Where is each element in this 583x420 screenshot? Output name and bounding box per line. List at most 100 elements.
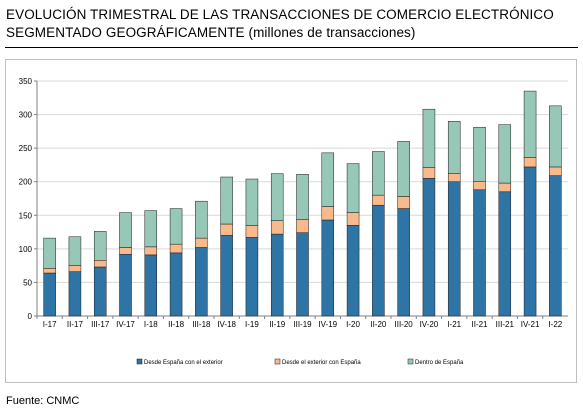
bar-segment	[68, 265, 82, 272]
bar-segment	[372, 194, 385, 206]
x-tick-label: IV-17	[116, 320, 135, 329]
x-tick-label: I-20	[346, 320, 360, 329]
bar-segment	[397, 208, 410, 317]
bar-segment	[245, 237, 259, 317]
bar-segment	[195, 237, 208, 248]
bar-segment	[220, 176, 233, 225]
bar-segment	[195, 247, 208, 317]
x-tick-label: IV-19	[318, 320, 337, 329]
bar-segment	[473, 189, 486, 317]
x-tick-label: I-17	[43, 320, 57, 329]
y-tick-label: 100	[19, 245, 33, 254]
bar-segment	[93, 260, 107, 268]
bar-segment	[220, 235, 233, 317]
bar-segment	[296, 174, 309, 220]
bar-segment	[68, 236, 82, 266]
bar-segment	[270, 173, 284, 221]
x-tick-label: I-22	[548, 320, 562, 329]
chart-title-subtitle: (millones de transacciones)	[248, 25, 416, 40]
x-tick-label: II-19	[269, 320, 286, 329]
x-tick-label: I-21	[447, 320, 461, 329]
y-tick-label: 200	[19, 178, 33, 187]
bar-segment	[447, 181, 461, 317]
y-tick-label: 300	[19, 111, 33, 120]
bar-segment	[422, 108, 436, 168]
bar-segment	[270, 233, 284, 317]
bar-segment	[498, 182, 512, 193]
y-tick-label: 250	[19, 144, 33, 153]
bar-segment	[144, 210, 158, 248]
x-tick-label: III-21	[496, 320, 515, 329]
legend-swatch	[136, 358, 143, 365]
y-tick-label: 50	[23, 278, 32, 287]
x-tick-label: I-19	[245, 320, 259, 329]
chart-title-main: EVOLUCIÓN TRIMESTRAL DE LAS TRANSACCIONE…	[6, 7, 554, 40]
x-tick-label: IV-21	[521, 320, 540, 329]
legend-label: Desde España con el exterior	[144, 360, 223, 366]
bar-segment	[549, 105, 562, 168]
bar-segment	[447, 121, 461, 174]
x-tick-label: III-18	[192, 320, 211, 329]
x-tick-label: II-18	[168, 320, 185, 329]
bar-segment	[169, 208, 183, 245]
bar-segment	[296, 232, 309, 317]
bar-segment	[93, 231, 107, 261]
bar-segment	[220, 223, 233, 236]
bar-segment	[68, 271, 82, 317]
bar-segment	[372, 204, 385, 317]
bar-segment	[43, 272, 56, 317]
x-tick-label: II-17	[67, 320, 84, 329]
bar-segment	[422, 178, 436, 317]
bar-segment	[119, 253, 132, 317]
x-tick-label: IV-18	[217, 320, 236, 329]
x-tick-label: III-19	[293, 320, 312, 329]
stacked-bar-chart: 0 50 100 150 200 250 300 350 I-17 II-17 III-17 IV-1…	[19, 77, 568, 366]
legend-label: Desde el exterior con España	[282, 360, 361, 366]
bar-segment	[119, 247, 132, 255]
bar-segment	[523, 166, 537, 317]
legend-swatch	[407, 358, 414, 365]
bar-segment	[473, 181, 486, 191]
bar-segment	[523, 157, 537, 168]
bar-segment	[422, 167, 436, 179]
x-tick-label: IV-20	[420, 320, 439, 329]
x-tick-label: II-21	[471, 320, 488, 329]
bar-segment	[144, 246, 158, 256]
bar-segment	[346, 225, 360, 317]
bar-segment	[346, 212, 360, 226]
bar-segment	[43, 237, 56, 269]
bar-segment	[195, 200, 208, 239]
bar-segment	[346, 163, 360, 213]
y-tick-label: 150	[19, 211, 33, 220]
source-note: Fuente: CNMC	[6, 395, 80, 407]
bar-segment	[144, 254, 158, 317]
bar-segment	[245, 178, 259, 226]
bar-segment	[549, 166, 562, 176]
x-tick-label: III-17	[91, 320, 110, 329]
bar-segment	[43, 268, 56, 274]
bar-segment	[372, 151, 385, 196]
bar-segment	[321, 206, 335, 221]
x-tick-label: I-18	[144, 320, 158, 329]
bar-segment	[321, 219, 335, 317]
bar-segment	[296, 219, 309, 233]
bar-segment	[498, 124, 512, 184]
y-tick-label: 350	[19, 77, 33, 86]
bar-segment	[321, 152, 335, 207]
legend-swatch	[274, 358, 281, 365]
chart-title: EVOLUCIÓN TRIMESTRAL DE LAS TRANSACCIONE…	[6, 6, 578, 42]
bar-segment	[169, 252, 183, 317]
bar-segment	[473, 127, 486, 182]
x-tick-label: III-20	[395, 320, 414, 329]
bar-segment	[447, 173, 461, 182]
bar-segment	[397, 196, 410, 209]
bar-segment	[169, 243, 183, 254]
title-underline	[5, 47, 578, 48]
bar-segment	[397, 141, 410, 197]
bar-segment	[498, 191, 512, 317]
chart-frame: 0 50 100 150 200 250 300 350 I-17 II-17 III-17 IV-1…	[5, 59, 577, 383]
bar-segment	[119, 212, 132, 248]
bar-segment	[549, 175, 562, 317]
bar-segment	[523, 90, 537, 158]
y-tick-label: 0	[28, 312, 33, 321]
